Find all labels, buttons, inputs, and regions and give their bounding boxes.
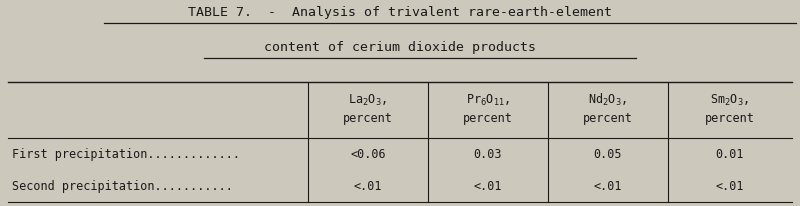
Text: <.01: <.01 [474,179,502,192]
Text: 0.01: 0.01 [716,147,744,160]
Text: 0.05: 0.05 [594,147,622,160]
Text: <.01: <.01 [354,179,382,192]
Text: Sm$_2$O$_3$,
percent: Sm$_2$O$_3$, percent [705,92,755,124]
Text: La$_2$O$_3$,
percent: La$_2$O$_3$, percent [343,92,393,124]
Text: Nd$_2$O$_3$,
percent: Nd$_2$O$_3$, percent [583,92,633,125]
Text: <0.06: <0.06 [350,147,386,160]
Text: TABLE 7.  -  Analysis of trivalent rare-earth-element: TABLE 7. - Analysis of trivalent rare-ea… [188,6,612,19]
Text: <.01: <.01 [594,179,622,192]
Text: <.01: <.01 [716,179,744,192]
Text: content of cerium dioxide products: content of cerium dioxide products [264,41,536,54]
Text: 0.03: 0.03 [474,147,502,160]
Text: Pr$_6$O$_{11}$,
percent: Pr$_6$O$_{11}$, percent [463,92,513,124]
Text: Second precipitation...........: Second precipitation........... [12,179,233,192]
Text: First precipitation.............: First precipitation............. [12,147,240,160]
